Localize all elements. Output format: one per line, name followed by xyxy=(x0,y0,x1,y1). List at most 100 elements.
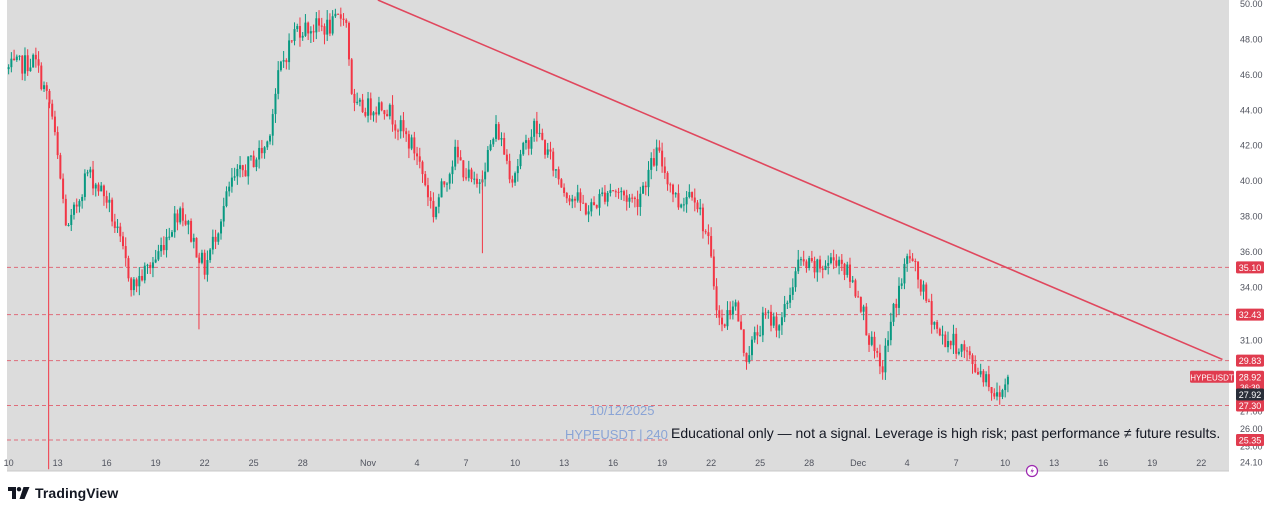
candle-body xyxy=(396,130,399,132)
time-tick-label: 13 xyxy=(559,458,569,468)
candle-body xyxy=(652,158,655,166)
candle-body xyxy=(949,340,952,346)
candle-body xyxy=(780,317,783,326)
candle-body xyxy=(459,157,462,161)
candle-body xyxy=(249,155,252,157)
candle-body xyxy=(372,112,375,116)
candle-body xyxy=(416,153,419,157)
candle-body xyxy=(209,249,212,261)
descending-trendline xyxy=(377,0,1223,361)
candle-body xyxy=(636,199,639,207)
candle-body xyxy=(97,184,100,192)
candle-body xyxy=(426,185,429,198)
watermark-symbol: HYPEUSDT | 240 xyxy=(565,427,668,442)
candle-body xyxy=(293,29,296,41)
candle-body xyxy=(361,99,364,113)
candle-body xyxy=(505,154,508,161)
candle-body xyxy=(514,173,517,183)
candle-body xyxy=(549,149,552,152)
plot-area[interactable] xyxy=(7,0,1229,471)
candle-body xyxy=(908,256,911,259)
price-tick-label: 50.00 xyxy=(1240,0,1263,9)
candle-body xyxy=(92,169,95,189)
candle-body xyxy=(383,110,386,115)
candle-body xyxy=(149,264,152,269)
symbol-tag-label: HYPEUSDT xyxy=(1190,373,1234,382)
candle-body xyxy=(78,201,81,207)
level-price-tag xyxy=(1236,308,1264,321)
candle-body xyxy=(399,120,402,132)
candle-body xyxy=(571,198,574,202)
candle-body xyxy=(375,112,378,115)
candle-body xyxy=(339,14,342,19)
candle-body xyxy=(786,302,789,305)
candle-body xyxy=(693,197,696,203)
candle-body xyxy=(312,31,315,33)
candle-body xyxy=(642,185,645,194)
candle-body xyxy=(277,70,280,94)
tradingview-logo[interactable]: TradingView xyxy=(8,484,118,502)
chart-watermark: 10/12/2025 HYPEUSDT | 240 xyxy=(565,403,668,442)
current-price-label: 28.92 xyxy=(1239,372,1262,382)
candle-body xyxy=(475,178,478,184)
candle-body xyxy=(446,183,449,185)
candle-body xyxy=(701,207,704,232)
candle-body xyxy=(127,258,130,279)
candle-body xyxy=(661,150,664,167)
candle-body xyxy=(130,278,133,291)
candle-body xyxy=(298,25,301,38)
candle-body xyxy=(644,185,647,188)
candle-body xyxy=(162,245,165,251)
candle-body xyxy=(595,204,598,208)
candle-body xyxy=(168,236,171,238)
level-price-tag xyxy=(1236,399,1264,412)
time-tick-label: 10 xyxy=(4,458,14,468)
candle-body xyxy=(576,192,579,201)
price-tick-label: 48.00 xyxy=(1240,34,1263,44)
candle-body xyxy=(451,166,454,175)
candle-body xyxy=(111,199,114,222)
candle-body xyxy=(996,392,999,397)
candle-body xyxy=(846,264,849,275)
candle-body xyxy=(328,19,331,34)
candle-body xyxy=(15,56,18,61)
candle-body xyxy=(271,114,274,136)
candle-body xyxy=(881,366,884,373)
candle-body xyxy=(45,85,48,91)
time-tick-label: 4 xyxy=(415,458,420,468)
candle-body xyxy=(364,112,367,116)
candle-body xyxy=(832,257,835,261)
time-tick-label: 25 xyxy=(249,458,259,468)
candle-body xyxy=(731,306,734,315)
candle-body xyxy=(987,374,990,388)
candle-body xyxy=(70,214,73,226)
low-price-tag xyxy=(1236,388,1264,401)
candle-body xyxy=(288,40,291,63)
event-marker-icon[interactable] xyxy=(1025,464,1039,478)
candle-body xyxy=(497,124,500,140)
candle-body xyxy=(94,184,97,189)
candle-body xyxy=(157,251,160,260)
time-tick-label: 22 xyxy=(200,458,210,468)
candle-body xyxy=(688,192,691,198)
candle-body xyxy=(437,197,440,207)
candle-body xyxy=(936,322,939,329)
candle-body xyxy=(220,221,223,234)
candle-body xyxy=(1001,390,1004,397)
candle-body xyxy=(394,124,397,131)
candle-body xyxy=(925,284,928,301)
candle-body xyxy=(794,271,797,288)
candle-body xyxy=(195,237,198,258)
candle-body xyxy=(121,236,124,247)
candle-body xyxy=(108,199,111,203)
price-tick-label: 34.00 xyxy=(1240,282,1263,292)
candle-body xyxy=(217,233,220,242)
candle-body xyxy=(930,301,933,325)
candle-body xyxy=(919,279,922,292)
candle-body xyxy=(699,207,702,210)
candle-body xyxy=(228,186,231,192)
candle-body xyxy=(200,252,203,263)
candle-body xyxy=(405,131,408,135)
